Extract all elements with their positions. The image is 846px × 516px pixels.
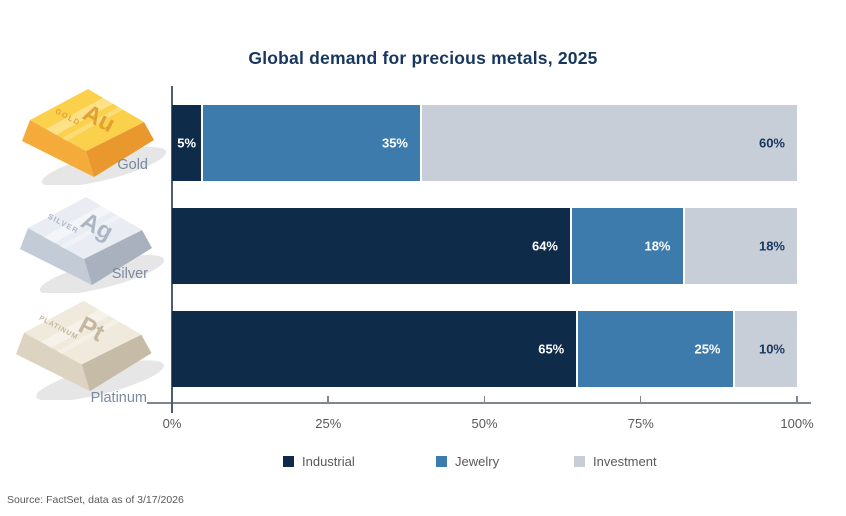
silver-ingot-icon: Ag SILVER: [20, 197, 165, 293]
gold-ingot-icon: Au GOLD: [22, 89, 167, 185]
category-label-silver: Silver: [111, 266, 148, 282]
data-label: 10%: [758, 341, 785, 357]
data-label: 35%: [381, 135, 408, 151]
category-label-platinum: Platinum: [90, 390, 147, 406]
x-axis-tick: [796, 396, 798, 402]
data-label: 18%: [758, 238, 785, 254]
chart-title: Global demand for precious metals, 2025: [248, 48, 598, 68]
bar-segment-platinum-investment: 10%: [734, 311, 797, 387]
legend-label: Investment: [593, 454, 657, 469]
legend-item-jewelry: Jewelry: [436, 454, 499, 469]
data-label: 25%: [694, 341, 721, 357]
jewelry-swatch-icon: [436, 456, 447, 467]
bar-segment-gold-jewelry: 35%: [203, 105, 422, 181]
legend-item-industrial: Industrial: [283, 454, 355, 469]
bar-row-platinum: 65% 25% 10%: [172, 311, 797, 387]
x-axis-tick: [327, 396, 329, 402]
legend-label: Jewelry: [455, 454, 500, 469]
x-axis-tick-label: 25%: [315, 416, 342, 431]
x-axis-tick-label: 100%: [780, 416, 814, 431]
bar-segment-silver-industrial: 64%: [172, 208, 572, 284]
bar-segment-silver-investment: 18%: [684, 208, 797, 284]
legend-label: Industrial: [302, 454, 355, 469]
source-note: Source: FactSet, data as of 3/17/2026: [7, 494, 184, 506]
data-label: 60%: [758, 135, 785, 151]
category-label-gold: Gold: [117, 157, 148, 173]
bar-row-silver: 64% 18% 18%: [172, 208, 797, 284]
x-axis-tick-label: 50%: [471, 416, 498, 431]
bar-segment-gold-investment: 60%: [422, 105, 797, 181]
investment-swatch-icon: [574, 456, 585, 467]
x-axis-tick-label: 0%: [162, 416, 182, 431]
bar-segment-platinum-jewelry: 25%: [578, 311, 735, 387]
data-label: 65%: [538, 341, 565, 357]
bar-row-gold: 5% 35% 60%: [172, 105, 797, 181]
data-label: 5%: [177, 135, 197, 151]
x-axis-tick-label: 75%: [627, 416, 654, 431]
x-axis-tick: [483, 396, 485, 402]
bar-segment-silver-jewelry: 18%: [572, 208, 685, 284]
data-label: 64%: [531, 238, 558, 254]
legend-item-investment: Investment: [574, 454, 657, 469]
industrial-swatch-icon: [283, 456, 294, 467]
bar-segment-gold-industrial: 5%: [172, 105, 204, 181]
platinum-ingot-icon: Pt PLATINUM: [16, 300, 165, 400]
x-axis-tick: [639, 396, 642, 402]
data-label: 18%: [644, 238, 671, 254]
x-axis-line: [147, 402, 811, 404]
bar-segment-platinum-industrial: 65%: [172, 311, 579, 387]
